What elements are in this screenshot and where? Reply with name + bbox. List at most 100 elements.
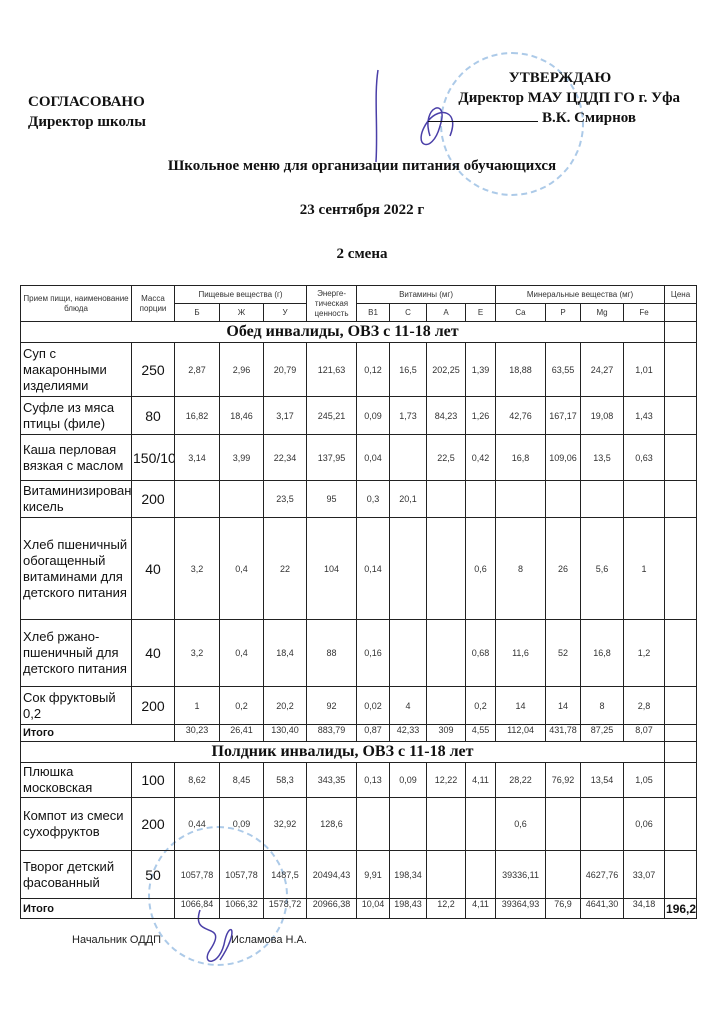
agreed-role: Директор школы [28,114,146,130]
total-value: 39364,93 [495,898,547,919]
value-cell: 16,8 [580,619,625,687]
total-label: Итого [20,724,175,742]
agreed-block: СОГЛАСОВАНО Директор школы [28,92,146,132]
document-date: 23 сентября 2022 г [299,202,425,218]
total-price [664,724,698,742]
value-cell: 121,63 [306,342,358,397]
dish-mass: 40 [131,619,175,687]
dish-name: Каша перловая вязкая с маслом [20,434,132,481]
approve-block: УТВЕРЖДАЮ Директор МАУ ЦДДП ГО г. Уфа В.… [380,68,680,128]
subcol-6: E [465,303,497,322]
value-cell: 0,06 [623,797,666,851]
value-cell: 0,63 [623,434,666,481]
value-cell: 1,05 [623,762,666,798]
subcol-price-empty [664,303,698,322]
value-cell: 18,46 [219,396,264,435]
document-title: Школьное меню для организации питания об… [167,158,557,174]
value-cell: 20,1 [389,480,428,518]
total-value: 431,78 [545,724,582,742]
value-cell: 0,3 [356,480,391,518]
value-cell: 33,07 [623,850,666,899]
value-cell [495,480,547,518]
value-cell [623,480,666,518]
dish-mass: 150/10 [131,434,175,481]
price-cell [664,762,698,798]
value-cell: 3,99 [219,434,264,481]
value-cell: 22,34 [262,434,308,481]
value-cell: 1,26 [465,396,497,435]
value-cell: 76,92 [545,762,582,798]
value-cell: 1487,5 [262,850,308,899]
footer-role: Начальник ОДДП [72,934,162,946]
value-cell [580,480,625,518]
value-cell: 24,27 [580,342,625,397]
total-value: 0,87 [356,724,391,742]
value-cell: 58,3 [262,762,308,798]
value-cell: 0,04 [356,434,391,481]
value-cell: 14 [495,686,547,725]
subcol-0: Б [174,303,220,322]
section-row: Обед инвалиды, ОВЗ с 11-18 лет [19,321,698,343]
subcol-10: Fe [623,303,666,322]
value-cell: 18,4 [262,619,308,687]
value-cell [389,619,428,687]
total-value: 112,04 [495,724,547,742]
value-cell [465,850,497,899]
value-cell: 0,44 [174,797,220,851]
dish-name: Творог детский фасованный [20,850,132,899]
value-cell: 0,4 [219,619,264,687]
value-cell: 1,39 [465,342,497,397]
table-row: Суфле из мяса птицы (филе) 80 16,82 18,46 3,… [20,396,698,435]
value-cell: 0,2 [465,686,497,725]
subcol-8: P [545,303,582,322]
value-cell: 1,73 [389,396,428,435]
table-row: Творог детский фасованный 50 1057,78 1057,7… [20,850,698,899]
value-cell: 26 [545,517,582,620]
dish-mass: 50 [131,850,175,899]
dish-name: Суп с макаронными изделиями [20,342,132,397]
value-cell: 8,62 [174,762,220,798]
value-cell [356,797,391,851]
dish-name: Витаминизированный кисель [20,480,132,518]
approve-name: В.К. Смирнов [541,110,636,126]
value-cell [426,619,467,687]
value-cell: 4 [389,686,428,725]
value-cell: 13,54 [580,762,625,798]
value-cell: 245,21 [306,396,358,435]
total-row: Итого 1066,84 1066,32 1578,72 20966,38 10,04 1… [20,898,698,919]
value-cell: 14 [545,686,582,725]
value-cell: 0,09 [356,396,391,435]
total-value: 1578,72 [262,898,308,919]
value-cell: 3,2 [174,619,220,687]
value-cell [580,797,625,851]
value-cell [389,434,428,481]
value-cell: 1057,78 [174,850,220,899]
total-row: Итого 30,23 26,41 130,40 883,79 0,87 42,33 309 4… [20,724,698,742]
total-value: 34,18 [623,898,666,919]
value-cell: 2,96 [219,342,264,397]
subcol-3: B1 [356,303,391,322]
price-cell [664,342,698,397]
price-cell [664,797,698,851]
value-cell: 0,68 [465,619,497,687]
value-cell: 3,14 [174,434,220,481]
value-cell [545,850,582,899]
value-cell: 16,5 [389,342,428,397]
total-value: 8,07 [623,724,666,742]
value-cell: 18,88 [495,342,547,397]
value-cell: 1 [623,517,666,620]
dish-mass: 200 [131,480,175,518]
approve-title: УТВЕРЖДАЮ [508,70,612,86]
value-cell: 1 [174,686,220,725]
value-cell: 20,2 [262,686,308,725]
total-value: 1066,32 [219,898,264,919]
value-cell: 63,55 [545,342,582,397]
total-value: 198,43 [389,898,428,919]
value-cell: 12,22 [426,762,467,798]
value-cell [219,480,264,518]
value-cell: 32,92 [262,797,308,851]
value-cell: 22 [262,517,308,620]
col-price: Цена [664,285,698,304]
table-row: Хлеб пшеничный обогащенный витаминами дл… [20,517,698,620]
value-cell: 8 [495,517,547,620]
